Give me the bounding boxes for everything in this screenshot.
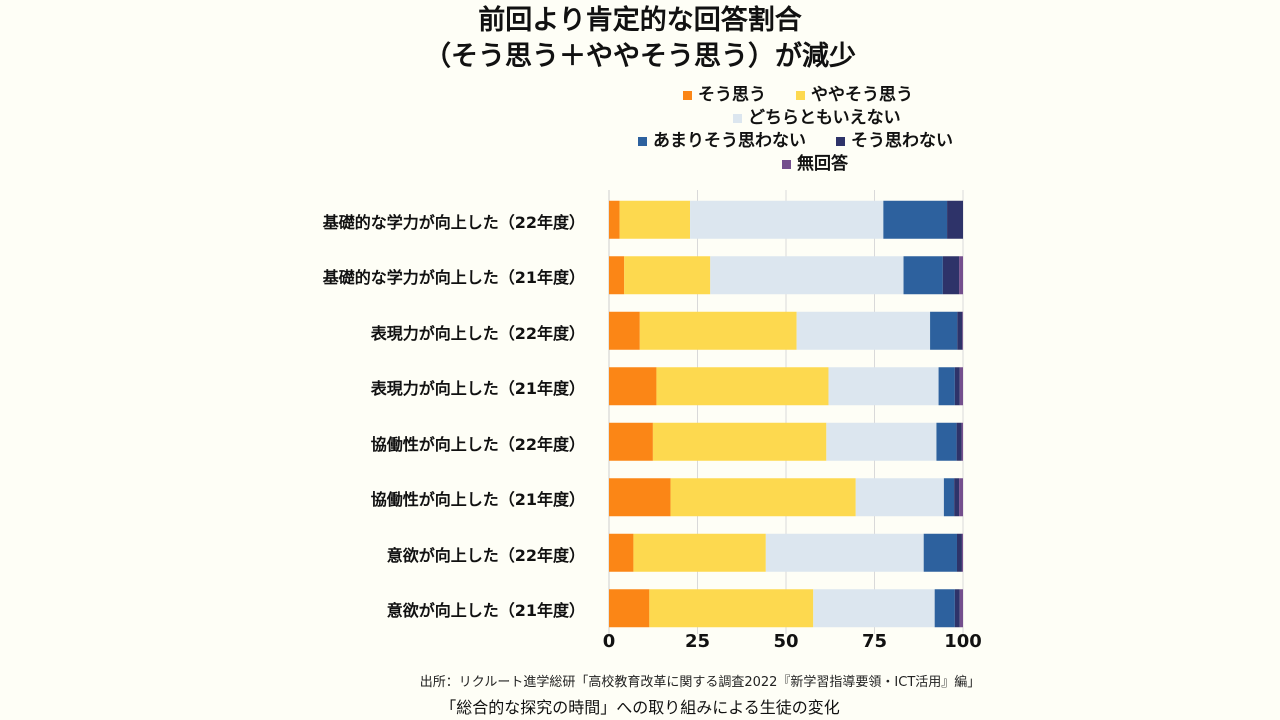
x-tick-label: 50	[773, 631, 799, 652]
bar-segment-8-3	[813, 589, 935, 628]
bar-segment-7-6	[961, 533, 963, 572]
legend-label-2: ややそう思う	[811, 85, 913, 105]
bar-segment-4-4	[938, 367, 955, 406]
bar-segment-8-6	[959, 589, 963, 628]
legend-swatch-4	[638, 136, 647, 146]
x-tick-label: 75	[861, 631, 888, 652]
bar-segment-7-5	[956, 533, 962, 572]
legend-swatch-1	[683, 90, 692, 100]
bar-segment-8-4	[934, 589, 955, 628]
category-label: 表現力が向上した（21年度）	[370, 379, 585, 399]
bar-segment-7-2	[633, 533, 766, 572]
category-label: 基礎的な学力が向上した（21年度）	[322, 268, 585, 288]
bar-segment-6-2	[670, 478, 856, 517]
bar-segment-2-5	[942, 256, 960, 295]
bar-segment-4-2	[656, 367, 829, 406]
bar-segment-2-2	[624, 256, 711, 295]
x-tick-label: 25	[684, 631, 711, 652]
bar-segment-7-1	[609, 533, 634, 572]
legend-swatch-6	[782, 159, 791, 169]
legend-label-5: そう思わない	[851, 131, 953, 151]
category-label: 協働性が向上した（22年度）	[370, 434, 585, 454]
legend-item-2: ややそう思う	[796, 84, 913, 106]
legend-label-6: 無回答	[797, 154, 848, 174]
bar-segment-3-2	[639, 311, 797, 350]
bar-segment-3-3	[796, 311, 931, 350]
bar-segment-5-5	[956, 422, 962, 461]
legend-swatch-5	[836, 136, 845, 146]
category-label: 意欲が向上した（21年度）	[386, 601, 585, 621]
legend-item-6: 無回答	[782, 153, 848, 175]
bar-segment-6-1	[609, 478, 671, 517]
chart-title: 前回より肯定的な回答割合	[478, 5, 802, 36]
legend-swatch-2	[796, 90, 805, 100]
bar-segment-5-1	[609, 422, 653, 461]
bar-segment-1-2	[619, 200, 691, 239]
bar-segment-1-5	[947, 200, 963, 239]
bar-segment-2-1	[609, 256, 625, 295]
legend-label-4: あまりそう思わない	[653, 131, 806, 151]
bar-segment-3-4	[930, 311, 958, 350]
bar-segment-2-6	[959, 256, 963, 295]
category-label: 協働性が向上した（21年度）	[370, 490, 585, 510]
category-label: 基礎的な学力が向上した（22年度）	[322, 212, 585, 232]
bar-segment-5-2	[652, 422, 827, 461]
bar-segment-3-5	[957, 311, 963, 350]
x-tick-label: 100	[944, 631, 982, 652]
source-note: 出所：リクルート進学総研「高校教育改革に関する調査2022『新学習指導要領・IC…	[419, 675, 981, 690]
bar-segment-8-5	[954, 589, 960, 628]
bar-segment-8-1	[609, 589, 650, 628]
bar-segment-7-4	[923, 533, 957, 572]
bar-segment-3-6	[962, 311, 963, 350]
bar-segment-1-3	[690, 200, 884, 239]
category-label: 表現力が向上した（22年度）	[370, 323, 585, 343]
legend-swatch-3	[733, 113, 742, 123]
bar-segment-1-1	[609, 200, 620, 239]
bar-segment-6-4	[943, 478, 955, 517]
bar-segment-6-6	[959, 478, 963, 517]
legend-item-4: あまりそう思わない	[638, 130, 806, 152]
category-label: 意欲が向上した（22年度）	[386, 545, 585, 565]
caption: 「総合的な探究の時間」への取り組みによる生徒の変化	[440, 698, 840, 717]
legend-item-3: どちらともいえない	[733, 107, 901, 129]
bar-segment-6-3	[855, 478, 944, 517]
bar-segment-4-5	[954, 367, 960, 406]
bar-segment-3-1	[609, 311, 640, 350]
bar-segment-2-3	[710, 256, 904, 295]
legend-item-5: そう思わない	[836, 130, 953, 152]
legend-label-1: そう思う	[698, 85, 766, 105]
bar-segment-7-3	[765, 533, 924, 572]
bar-segment-6-5	[954, 478, 960, 517]
legend-label-3: どちらともいえない	[748, 108, 901, 128]
bar-segment-5-3	[826, 422, 937, 461]
bar-segment-4-3	[828, 367, 939, 406]
bar-segment-1-4	[883, 200, 948, 239]
bar-segment-5-6	[961, 422, 963, 461]
bar-segment-8-2	[649, 589, 814, 628]
bar-segment-5-4	[936, 422, 957, 461]
x-tick-label: 0	[602, 631, 616, 652]
bar-segment-4-6	[959, 367, 963, 406]
bar-segment-4-1	[609, 367, 657, 406]
legend-item-1: そう思う	[683, 84, 766, 106]
chart-subtitle: （そう思う＋ややそう思う）が減少	[424, 41, 856, 72]
bar-segment-2-4	[903, 256, 943, 295]
